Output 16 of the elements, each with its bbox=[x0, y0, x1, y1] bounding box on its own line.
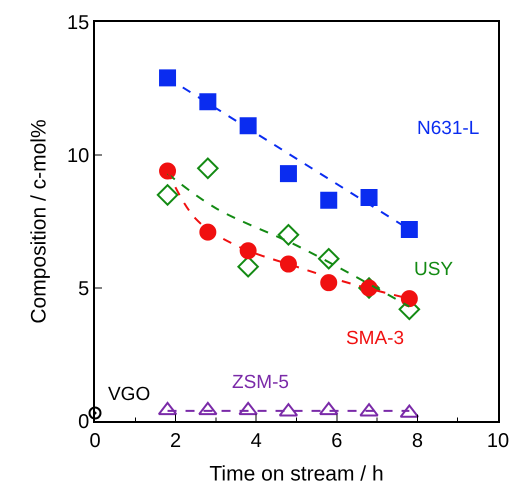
x-tick-label: 6 bbox=[331, 430, 342, 452]
x-axis-title: Time on stream / h bbox=[209, 462, 384, 486]
series-label: SMA-3 bbox=[346, 328, 404, 349]
y-tick-label: 15 bbox=[67, 12, 90, 34]
y-axis-title: Composition / c-mol% bbox=[28, 119, 51, 324]
y-tick-label: 10 bbox=[67, 145, 90, 167]
y-tick-label: 0 bbox=[78, 411, 90, 433]
x-tick-label: 8 bbox=[412, 430, 423, 452]
y-tick-label: 5 bbox=[78, 278, 90, 300]
x-tick-label: 10 bbox=[486, 430, 510, 452]
series-label: ZSM-5 bbox=[232, 372, 289, 393]
text: N631-L bbox=[417, 118, 480, 139]
series-label: USY bbox=[414, 259, 454, 280]
series-label: VGO bbox=[108, 384, 150, 405]
x-tick-label: 2 bbox=[170, 430, 182, 452]
x-tick-label: 4 bbox=[250, 430, 262, 452]
